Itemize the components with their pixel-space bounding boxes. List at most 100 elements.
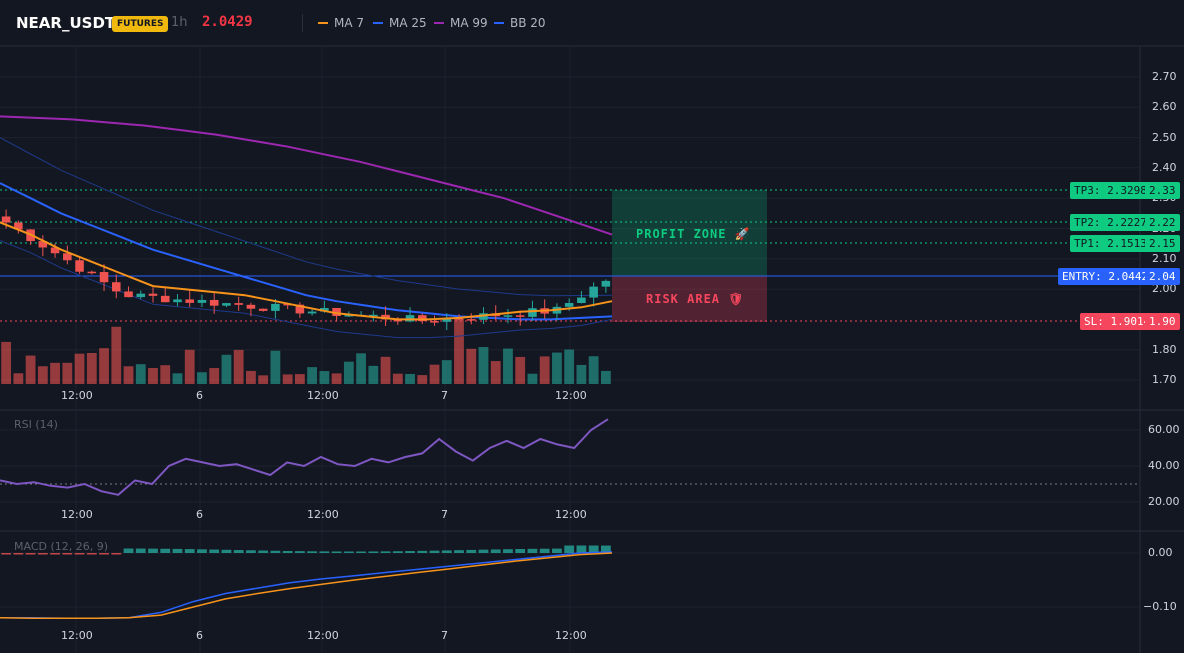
candle-body xyxy=(369,314,378,317)
candlesticks xyxy=(1,209,611,331)
candle-body xyxy=(601,280,611,287)
volume-bar xyxy=(294,374,305,384)
candle-body xyxy=(50,247,60,254)
volume-bar xyxy=(527,373,538,384)
volume-bar xyxy=(62,362,73,384)
volume-bar xyxy=(600,370,611,384)
macd-hist-bar xyxy=(441,550,452,553)
macd-hist-bar xyxy=(258,550,269,553)
candle-body xyxy=(528,308,537,317)
candle-body xyxy=(320,307,329,312)
ma25-swatch xyxy=(373,22,383,24)
macd-hist-bar xyxy=(221,549,232,553)
time-axis-label: 12:00 xyxy=(61,508,93,521)
volume-bar xyxy=(307,367,318,384)
volume-bar xyxy=(539,356,550,384)
macd-hist-bar xyxy=(588,545,599,553)
macd-hist-bar xyxy=(490,549,501,553)
volume-bar xyxy=(148,367,158,384)
candle-body xyxy=(209,299,219,306)
volume-bar xyxy=(417,375,428,384)
macd-hist-bar xyxy=(111,553,122,555)
volume-bar xyxy=(197,372,207,384)
volume-bar xyxy=(343,361,354,384)
sl-axis-tag: 1.90 xyxy=(1145,313,1180,330)
macd-hist-bar xyxy=(515,549,526,553)
tp2-tag[interactable]: TP2: 2.2227 xyxy=(1070,214,1151,231)
candle-body xyxy=(503,315,513,317)
volume-bar xyxy=(478,346,489,384)
legend-ma99[interactable]: MA 99 xyxy=(434,16,488,30)
candle-body xyxy=(307,311,317,314)
candle-body xyxy=(136,293,146,298)
price-axis-label: 1.70 xyxy=(1152,373,1177,386)
volume-bar xyxy=(221,354,232,384)
volume-bar xyxy=(258,375,269,384)
volume-bar xyxy=(99,348,109,384)
volume-bar xyxy=(123,366,134,384)
time-axis-label: 6 xyxy=(196,508,203,521)
legend-ma25[interactable]: MA 25 xyxy=(373,16,427,30)
volume-bars xyxy=(1,319,611,384)
time-axis-label: 12:00 xyxy=(555,389,587,402)
candle-body xyxy=(479,313,488,320)
macd-hist-bar xyxy=(50,553,60,555)
rsi-line xyxy=(0,418,609,496)
volume-bar xyxy=(515,356,526,384)
macd-hist-bar xyxy=(307,551,318,553)
time-axis-label: 7 xyxy=(441,389,448,402)
legend-ma25-label: MA 25 xyxy=(389,16,427,30)
entry-axis-tag: 2.04 xyxy=(1145,268,1180,285)
time-axis-label: 12:00 xyxy=(307,508,339,521)
ma99-swatch xyxy=(434,22,444,24)
profit-zone-box xyxy=(612,190,767,276)
last-price: 2.0429 xyxy=(202,14,253,30)
candle-body xyxy=(515,315,525,317)
time-axis-label: 6 xyxy=(196,629,203,642)
time-axis-label: 7 xyxy=(441,508,448,521)
timeframe[interactable]: 1h xyxy=(171,15,188,30)
macd-hist-bar xyxy=(62,553,73,555)
candle-body xyxy=(14,222,23,230)
macd-hist-bar xyxy=(184,549,195,553)
macd-hist-bar xyxy=(148,548,158,553)
candle-body xyxy=(295,304,305,314)
volume-bar xyxy=(576,364,587,384)
macd-axis-0: 0.00 xyxy=(1148,546,1173,559)
legend-bb20-label: BB 20 xyxy=(510,16,546,30)
rsi-title[interactable]: RSI (14) xyxy=(14,418,58,431)
macd-hist-bar xyxy=(172,548,183,553)
candle-body xyxy=(442,318,452,322)
legend-ma7[interactable]: MA 7 xyxy=(318,16,364,30)
volume-bar xyxy=(441,360,452,384)
volume-bar xyxy=(588,356,599,384)
entry-tag[interactable]: ENTRY: 2.0442 xyxy=(1058,268,1153,285)
rsi-axis-40: 40.00 xyxy=(1148,459,1180,472)
tp1-tag[interactable]: TP1: 2.1513 xyxy=(1070,235,1151,252)
volume-bar xyxy=(405,373,415,384)
macd-line xyxy=(0,551,613,620)
tp2-axis-tag: 2.22 xyxy=(1145,214,1180,231)
candle-body xyxy=(271,303,280,311)
profit-zone-label: PROFIT ZONE 🚀 xyxy=(636,227,751,241)
legend-bb20[interactable]: BB 20 xyxy=(494,16,546,30)
candle-body xyxy=(258,308,268,311)
volume-bar xyxy=(503,348,513,384)
rsi-axis-20: 20.00 xyxy=(1148,495,1180,508)
candle-body xyxy=(577,297,586,304)
symbol-name[interactable]: NEAR_USDT xyxy=(16,14,116,32)
macd-hist-bar xyxy=(417,550,428,553)
macd-title[interactable]: MACD (12, 26, 9) xyxy=(14,540,109,553)
macd-hist-bar xyxy=(539,548,550,553)
macd-hist-bar xyxy=(576,545,587,553)
candle-body xyxy=(405,315,415,322)
time-axis-label: 12:00 xyxy=(555,629,587,642)
candle-body xyxy=(417,315,427,322)
volume-bar xyxy=(25,355,36,384)
volume-bar xyxy=(490,361,501,384)
macd-hist-bar xyxy=(343,551,354,553)
sl-tag[interactable]: SL: 1.9014 xyxy=(1080,313,1155,330)
tp3-tag[interactable]: TP3: 2.3298 xyxy=(1070,182,1151,199)
ma99-line xyxy=(0,115,613,236)
